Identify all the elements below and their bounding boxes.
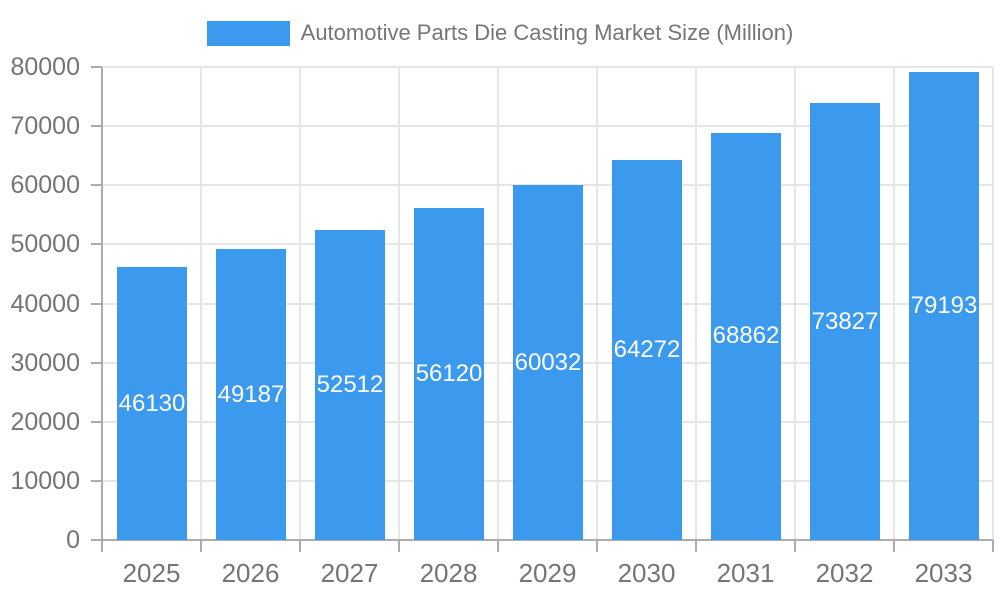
bar-2033[interactable] — [909, 72, 979, 540]
x-axis-tick — [992, 540, 994, 552]
y-axis-tick-label: 10000 — [10, 467, 80, 495]
bar-2029[interactable] — [513, 185, 583, 540]
y-axis-tick — [91, 125, 102, 127]
x-axis-line — [102, 539, 993, 541]
bar-2031[interactable] — [711, 133, 781, 540]
bar-2030[interactable] — [612, 160, 682, 540]
y-axis-tick-label: 60000 — [10, 171, 80, 199]
x-axis-tick — [497, 540, 499, 552]
vertical-gridline — [299, 67, 301, 540]
vertical-gridline — [794, 67, 796, 540]
bar-2028[interactable] — [414, 208, 484, 540]
y-axis-tick-label: 0 — [66, 526, 80, 554]
x-axis-tick-label: 2028 — [419, 558, 478, 588]
vertical-gridline — [992, 67, 994, 540]
vertical-gridline — [200, 67, 202, 540]
x-axis-tick-label: 2025 — [122, 558, 181, 588]
x-axis-tick-label: 2032 — [815, 558, 874, 588]
bar-2025[interactable] — [117, 267, 187, 540]
y-axis-tick-label: 40000 — [10, 290, 80, 318]
legend-color-swatch — [206, 20, 290, 46]
x-axis-tick — [893, 540, 895, 552]
x-axis-tick-label: 2027 — [320, 558, 379, 588]
y-axis-tick — [91, 480, 102, 482]
y-axis-tick — [91, 66, 102, 68]
x-axis-tick — [794, 540, 796, 552]
y-axis-tick-label: 70000 — [10, 112, 80, 140]
vertical-gridline — [695, 67, 697, 540]
y-axis-tick-label: 50000 — [10, 230, 80, 258]
x-axis-tick-label: 2033 — [914, 558, 973, 588]
y-axis-tick — [91, 362, 102, 364]
x-axis-tick — [101, 540, 103, 552]
y-axis-tick — [91, 303, 102, 305]
y-axis-line — [101, 67, 103, 540]
x-axis-tick — [200, 540, 202, 552]
x-axis-tick-label: 2031 — [716, 558, 775, 588]
chart-legend-item[interactable]: Automotive Parts Die Casting Market Size… — [0, 17, 1000, 49]
x-axis-tick — [596, 540, 598, 552]
y-axis-tick-label: 30000 — [10, 349, 80, 377]
y-axis-tick — [91, 421, 102, 423]
horizontal-gridline — [102, 125, 993, 127]
vertical-gridline — [893, 67, 895, 540]
y-axis-tick — [91, 243, 102, 245]
x-axis-tick-label: 2026 — [221, 558, 280, 588]
y-axis-tick-label: 20000 — [10, 408, 80, 436]
horizontal-gridline — [102, 66, 993, 68]
x-axis-tick — [299, 540, 301, 552]
y-axis-tick — [91, 184, 102, 186]
x-axis-tick — [695, 540, 697, 552]
y-axis-tick — [91, 539, 102, 541]
x-axis-tick-label: 2029 — [518, 558, 577, 588]
legend-label: Automotive Parts Die Casting Market Size… — [300, 20, 794, 45]
bar-2026[interactable] — [216, 249, 286, 540]
bar-2032[interactable] — [810, 103, 880, 540]
vertical-gridline — [596, 67, 598, 540]
x-axis-tick — [398, 540, 400, 552]
y-axis-tick-label: 80000 — [10, 53, 80, 81]
bar-2027[interactable] — [315, 230, 385, 540]
vertical-gridline — [497, 67, 499, 540]
vertical-gridline — [398, 67, 400, 540]
x-axis-tick-label: 2030 — [617, 558, 676, 588]
